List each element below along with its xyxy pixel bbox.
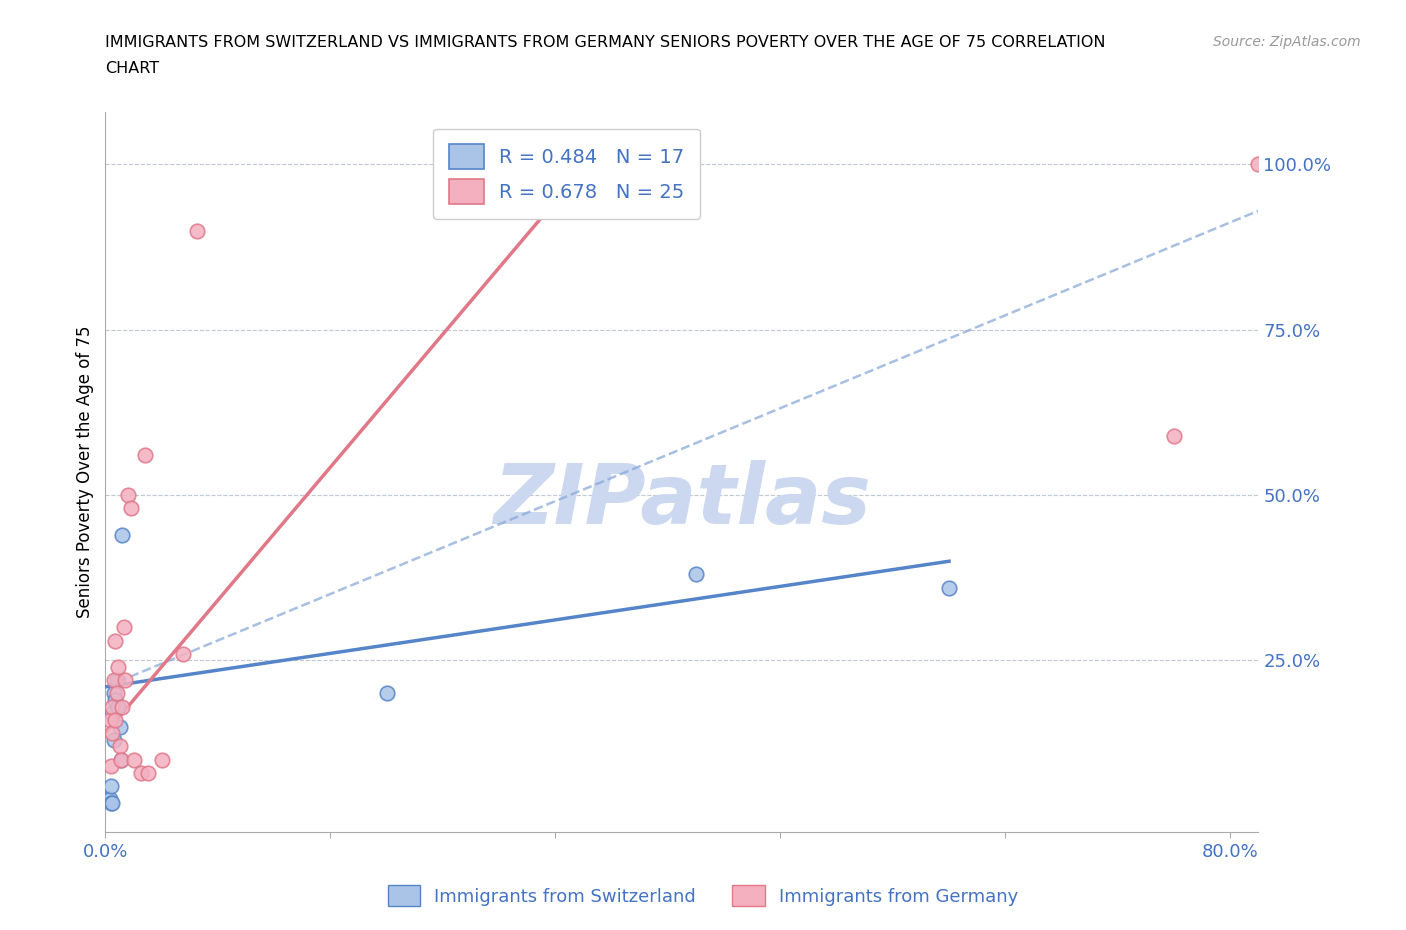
Point [103,686,125,701]
Point [97,791,120,806]
Point [100,795,122,810]
Point [134,448,156,463]
Point [103,672,125,687]
Text: IMMIGRANTS FROM SWITZERLAND VS IMMIGRANTS FROM GERMANY SENIORS POVERTY OVER THE : IMMIGRANTS FROM SWITZERLAND VS IMMIGRANT… [105,35,1107,50]
Point [1163,428,1185,443]
Point [101,795,124,810]
Point [107,699,129,714]
Point [186,223,208,238]
Y-axis label: Seniors Poverty Over the Age of 75: Seniors Poverty Over the Age of 75 [76,326,94,618]
Point [100,778,122,793]
Text: ZIPatlas: ZIPatlas [494,460,870,541]
Point [136,765,159,780]
Point [117,487,139,502]
Point [108,719,131,734]
Point [101,699,124,714]
Point [110,752,132,767]
Point [103,732,125,747]
Point [129,765,152,780]
Point [104,633,127,648]
Point [938,580,960,595]
Point [120,501,142,516]
Point [110,752,132,767]
Point [98,712,121,727]
Text: Source: ZipAtlas.com: Source: ZipAtlas.com [1213,35,1361,49]
Point [111,699,134,714]
Point [108,739,131,754]
Text: CHART: CHART [105,61,159,76]
Point [172,646,194,661]
Point [1247,157,1270,172]
Point [101,706,124,721]
Point [375,686,398,701]
Point [150,752,173,767]
Point [111,527,134,542]
Point [104,712,127,727]
Point [114,672,136,687]
Legend: Immigrants from Switzerland, Immigrants from Germany: Immigrants from Switzerland, Immigrants … [380,878,1026,913]
Point [98,791,121,806]
Point [105,686,128,701]
Point [105,672,128,687]
Point [101,725,124,740]
Point [100,759,122,774]
Point [122,752,145,767]
Point [104,693,127,708]
Point [112,620,135,635]
Legend: R = 0.484   N = 17, R = 0.678   N = 25: R = 0.484 N = 17, R = 0.678 N = 25 [433,128,700,219]
Point [685,567,707,582]
Point [107,659,129,674]
